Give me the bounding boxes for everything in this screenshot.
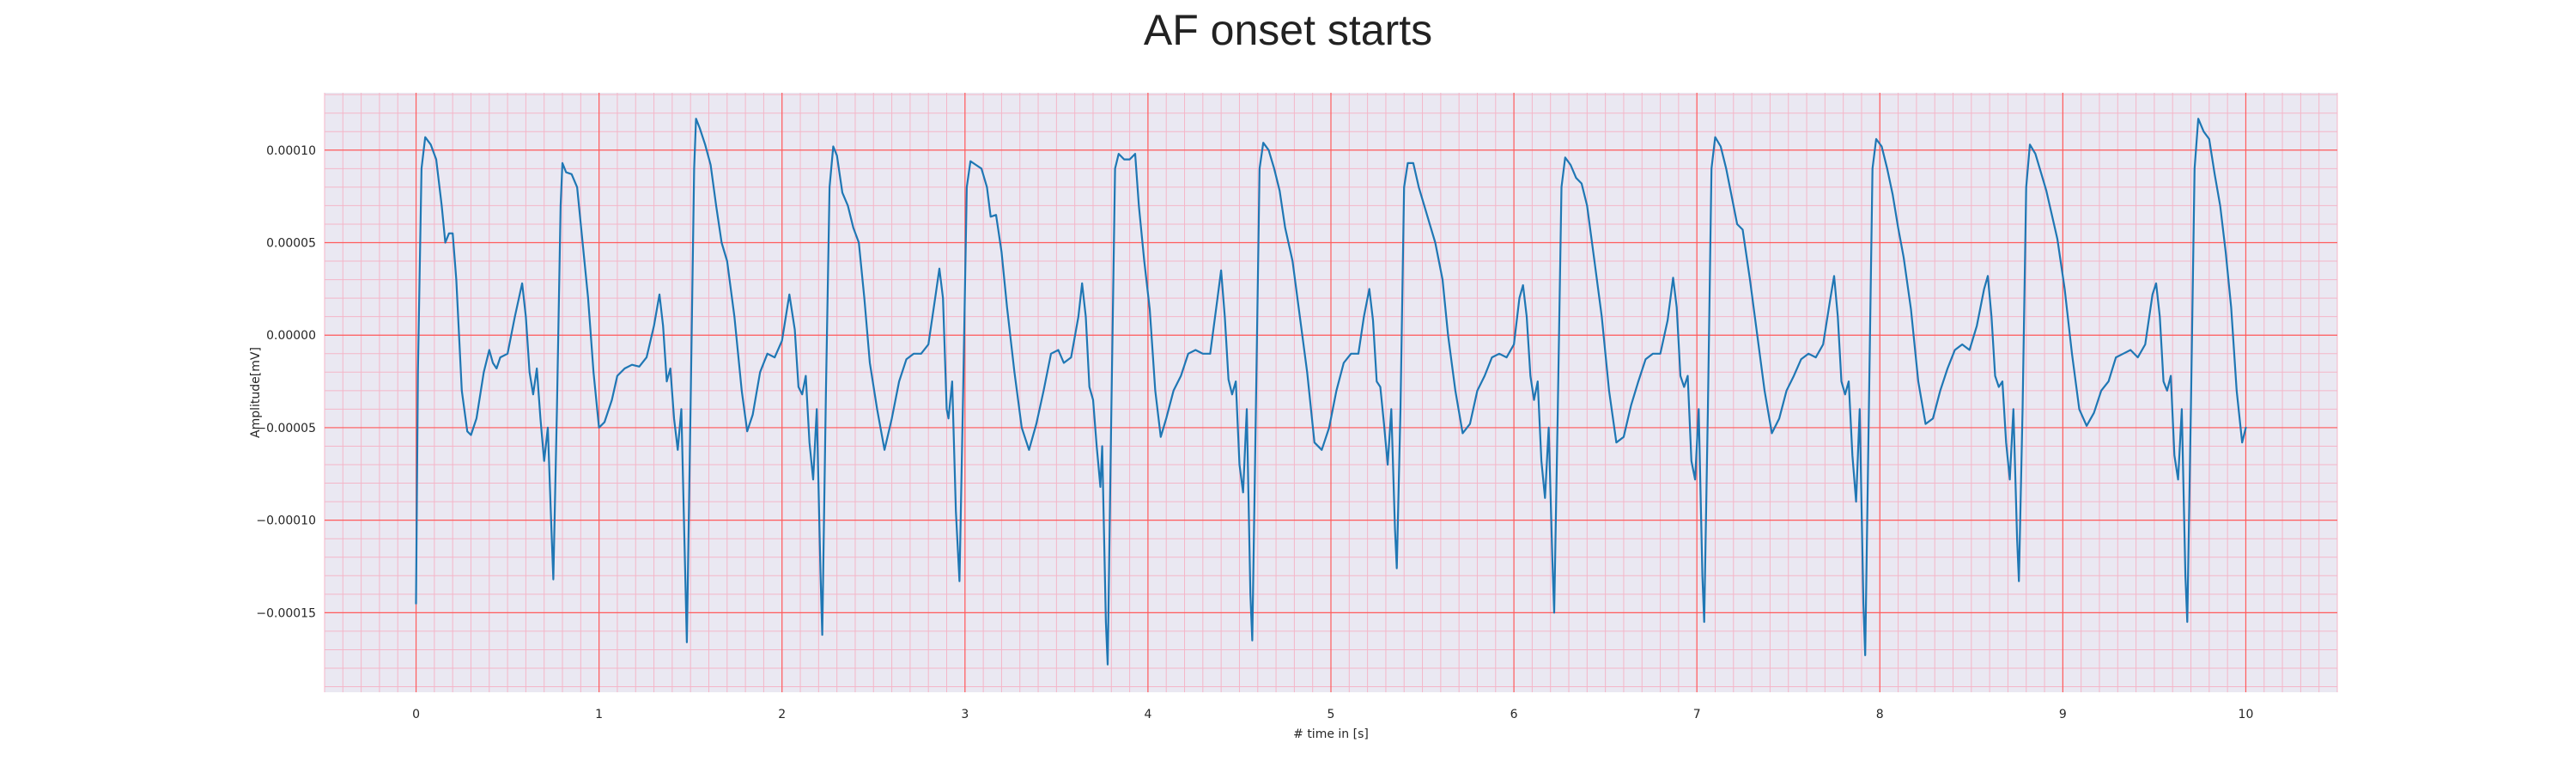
ecg-line-series xyxy=(415,118,2247,666)
y-tick-label: −0.00010 xyxy=(256,514,316,528)
x-tick-label: 2 xyxy=(778,708,786,721)
series-layer xyxy=(415,118,2247,666)
x-tick-label: 0 xyxy=(412,708,420,721)
x-tick-label: 10 xyxy=(2239,708,2254,721)
y-tick-label: 0.00010 xyxy=(266,144,316,158)
x-tick-label: 5 xyxy=(1327,708,1335,721)
x-tick-label: 6 xyxy=(1510,708,1518,721)
x-tick-label: 4 xyxy=(1144,708,1151,721)
x-axis-label: # time in [s] xyxy=(1293,727,1369,741)
y-tick-label: 0.00005 xyxy=(266,237,316,251)
y-tick-label: −0.00005 xyxy=(256,422,316,435)
x-tick-label: 1 xyxy=(595,708,603,721)
x-axis-ticks: 0 1 2 3 4 5 6 7 8 9 10 xyxy=(412,708,2253,721)
x-tick-label: 3 xyxy=(961,708,969,721)
y-tick-label: −0.00015 xyxy=(256,606,316,620)
y-tick-label: 0.00000 xyxy=(266,329,316,343)
x-tick-label: 7 xyxy=(1693,708,1701,721)
chart-title: AF onset starts xyxy=(1144,6,1432,54)
y-axis-label: Amplitude[mV] xyxy=(249,347,263,438)
x-tick-label: 9 xyxy=(2059,708,2067,721)
x-tick-label: 8 xyxy=(1876,708,1884,721)
y-axis-ticks: 0.00010 0.00005 0.00000 −0.00005 −0.00010 −0.… xyxy=(256,144,316,621)
